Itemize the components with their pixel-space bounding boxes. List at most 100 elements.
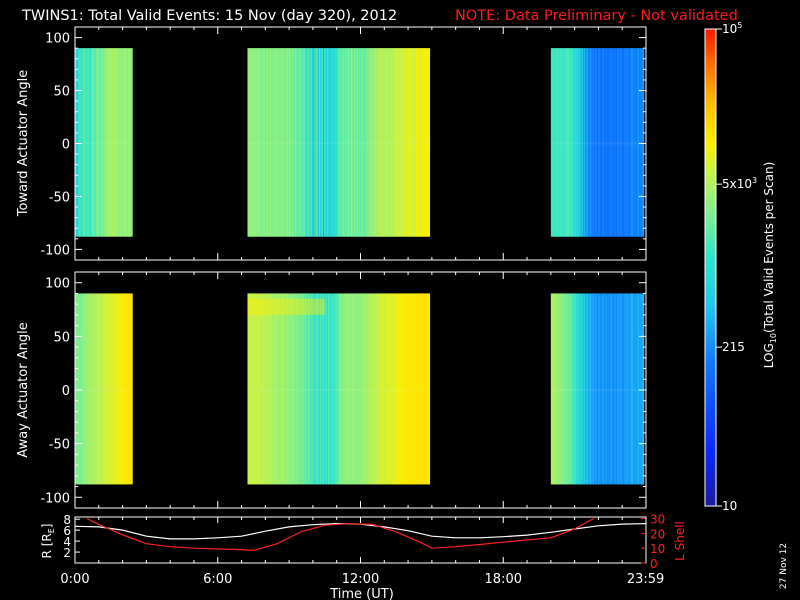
y-tick-label: -100 [40,243,70,258]
heatmap-column [346,48,349,237]
heatmap-column [260,48,263,237]
heatmap-column [400,48,403,237]
heatmap-column [117,293,120,485]
heatmap-column [130,293,133,485]
heatmap-column [253,48,256,237]
heatmap-column [257,48,260,237]
heatmap-column [278,293,281,485]
heatmap-column [118,48,121,237]
heatmap-column [635,293,638,485]
heatmap-column [107,48,110,237]
heatmap-column [314,293,317,485]
heatmap-column [257,293,260,485]
heatmap-column [576,48,578,237]
heatmap-column [592,48,595,237]
heatmap-column [113,293,116,485]
heatmap-column [311,48,314,237]
heatmap-column [379,293,381,485]
heatmap-column [347,293,350,485]
heatmap-column [327,48,329,237]
heatmap-column [366,293,369,485]
heatmap-column [401,293,403,485]
heatmap-column [123,48,126,237]
heatmap-column [104,48,107,237]
heatmap-column [596,48,598,237]
heatmap-column [373,293,375,485]
heatmap-column [335,48,338,237]
heatmap-column [105,48,108,237]
heatmap-column [273,293,276,485]
heatmap-column [298,293,301,485]
heatmap-column [641,48,644,237]
heatmap-column [376,293,378,485]
heatmap-column [341,293,344,485]
heatmap-column [334,293,336,485]
time-tick-label: 0:00 [60,572,89,587]
heatmap-column [101,48,104,237]
heatmap-column [277,48,280,237]
heatmap-column [120,293,123,485]
heatmap-column [325,48,327,237]
heatmap-column [320,293,323,485]
heatmap-column [352,293,354,485]
heatmap-column [298,48,300,237]
heatmap-column [263,293,265,485]
heatmap-column [610,293,613,485]
heatmap-column [624,293,627,485]
lshell-line [86,517,594,552]
colorbar-ticks: 105 5x103 215 10 [716,21,757,513]
heatmap-column [117,48,120,237]
heatmap-column [342,48,345,237]
heatmap-column [578,293,581,485]
heatmap-column [336,48,339,237]
heatmap-column [580,48,583,237]
heatmap-column [403,293,405,485]
away-y-label: Away Actuator Angle [16,322,31,457]
heatmap-column [99,293,102,485]
heatmap-column [412,48,415,237]
heatmap-column [611,48,614,237]
heatmap-column [265,293,267,485]
heatmap-column [634,293,637,485]
heatmap-column [608,293,610,485]
heatmap-column [338,293,341,485]
heatmap-column [578,48,581,237]
heatmap-column [98,48,101,237]
heatmap-column [80,293,83,485]
heatmap-column [89,293,92,485]
heatmap-column [362,293,365,485]
heatmap-column [302,48,304,237]
heatmap-column [398,48,401,237]
heatmap-column [312,293,314,485]
heatmap-column [577,48,580,237]
heatmap-column [282,48,285,237]
heatmap-column [587,48,589,237]
heatmap-column [562,48,565,237]
zero-angle-line [75,389,133,391]
heatmap-column [629,48,631,237]
heatmap-column [570,48,573,237]
zero-angle-line [247,142,430,145]
heatmap-column [632,48,635,237]
heatmap-column [321,293,324,485]
heatmap-column [361,293,364,485]
heatmap-column [565,48,567,237]
heatmap-column [395,48,397,237]
heatmap-column [618,48,620,237]
heatmap-column [422,293,424,485]
heatmap-column [408,293,411,485]
heatmap-column [572,293,575,485]
heatmap-column [254,48,257,237]
heatmap-column [380,293,382,485]
heatmap-column [339,293,342,485]
heatmap-column [308,293,310,485]
heatmap-column [559,293,562,485]
heatmap-column [620,293,623,485]
away-panel: 100 50 0 -50 -100 Away Actuator Angle [16,271,647,509]
heatmap-column [597,48,599,237]
heatmap-column [610,48,613,237]
heatmap-column [566,48,568,237]
heatmap-column [77,48,80,237]
heatmap-column [410,48,413,237]
